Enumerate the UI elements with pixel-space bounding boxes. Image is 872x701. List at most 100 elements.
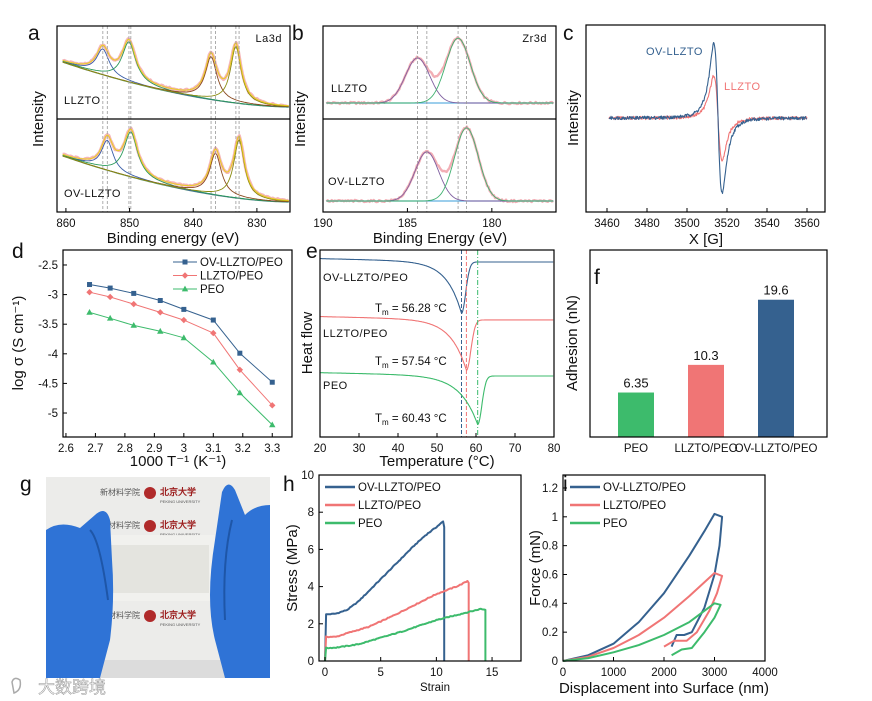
panel-c-frame (585, 24, 826, 213)
panel-d-xtick-label: 2.9 (146, 443, 162, 455)
data-point (157, 309, 164, 316)
x-axis-title: Binding Energy (eV) (373, 230, 507, 247)
x-axis-title: 1000 T⁻¹ (K⁻¹) (130, 453, 226, 470)
bar-PEO (618, 392, 654, 437)
panel-i-xtick-label: 3000 (702, 667, 728, 679)
panel-i-ytick-label: 0.6 (542, 569, 558, 581)
xps-data-OV-LLZTO (325, 125, 554, 204)
dsc-curve-LLZTO/PEO (320, 316, 554, 371)
melting-temperature-label: Tm = 57.54 °C (375, 356, 447, 370)
sample-label: LLZTO (64, 95, 101, 107)
panel-e-xtick-label: 30 (353, 443, 366, 455)
panel-letter-a: a (28, 22, 40, 45)
data-point (210, 317, 216, 323)
x-axis-title: Binding energy (eV) (107, 230, 240, 247)
sample-label: LLZTO (331, 83, 368, 95)
data-point (130, 321, 137, 328)
x-axis-title: X [G] (689, 231, 723, 248)
xps-envelope-OV-LLZTO (62, 128, 289, 201)
tm-subscript: m (382, 418, 389, 427)
panel-e-xtick-label: 20 (314, 443, 327, 455)
tm-symbol: T (375, 303, 382, 315)
panel-d-xtick-label: 2.6 (58, 443, 74, 455)
xps-peak-fit-LLZTO (326, 57, 554, 104)
panel-c-xtick-label: 3500 (674, 218, 700, 230)
photo-university-name: 北京大学 (160, 486, 196, 497)
panel-d-xtick-label: 2.7 (87, 443, 103, 455)
panel-e-xtick-label: 60 (470, 443, 483, 455)
legend-label: PEO (603, 518, 627, 530)
data-point (157, 298, 163, 304)
data-point (86, 308, 93, 315)
legend-marker (181, 272, 189, 279)
melting-temperature-label: Tm = 60.43 °C (375, 413, 447, 427)
tm-subscript: m (382, 361, 389, 370)
bar-value-label: 19.6 (763, 283, 788, 298)
sample-label: OV-LLZTO (64, 188, 121, 200)
photo-university-english: PEKING UNIVERSITY (160, 532, 201, 537)
bar-value-label: 6.35 (623, 376, 648, 391)
university-seal (144, 610, 156, 622)
panel-i-xtick-label: 2000 (651, 667, 677, 679)
panel-h-ytick-label: 10 (301, 470, 314, 482)
panel-c-xtick-label: 3520 (714, 218, 740, 230)
left-glove (46, 511, 114, 678)
panel-e-xtick-label: 70 (509, 443, 522, 455)
right-glove (210, 484, 270, 678)
panel-h-ytick-label: 4 (308, 582, 315, 594)
panel-f-frame (589, 249, 828, 438)
spectrum-title: La3d (256, 33, 282, 45)
y-axis-title: Force (mN) (527, 530, 544, 606)
panel-d-ytick-label: -3 (48, 290, 58, 302)
legend-label: OV-LLZTO/PEO (200, 257, 283, 269)
data-point (157, 327, 164, 334)
panel-c-xtick-label: 3460 (594, 218, 620, 230)
panel-h-ytick-label: 8 (308, 507, 314, 519)
x-axis-title: Strain (420, 682, 450, 694)
panel-letter-e: e (306, 240, 318, 263)
glove-shading (89, 529, 109, 601)
data-point (181, 306, 187, 312)
panel-h-ytick-label: 6 (308, 544, 314, 556)
data-point (269, 379, 275, 385)
legend-label: LLZTO/PEO (358, 500, 421, 512)
tm-symbol: T (375, 413, 382, 425)
panel-i-xtick-label: 4000 (752, 667, 778, 679)
panel-e-xtick-label: 80 (548, 443, 561, 455)
panel-letter-c: c (563, 22, 574, 45)
panel-a-xtick-label: 840 (184, 218, 203, 230)
epr-label-ov-llzto: OV-LLZTO (646, 46, 703, 58)
panel-d-ytick-label: -4 (48, 349, 59, 361)
category-label: PEO (624, 443, 648, 455)
legend-label: PEO (200, 284, 224, 296)
y-axis-title: Heat flow (299, 312, 316, 375)
spectrum-title: Zr3d (522, 33, 547, 45)
legend-label: LLZTO/PEO (200, 271, 263, 283)
data-point (131, 290, 137, 296)
panel-i-xtick-label: 1000 (601, 667, 627, 679)
data-point (210, 358, 217, 365)
xps-envelope-LLZTO (62, 38, 289, 107)
panel-h-ytick-label: 2 (308, 619, 314, 631)
legend-marker (182, 259, 188, 265)
legend-marker (181, 285, 189, 292)
data-point (180, 334, 188, 341)
category-label: LLZTO/PEO (674, 443, 737, 455)
panel-i-ytick-label: 1.2 (542, 483, 558, 495)
panel-b-xtick-label: 190 (313, 218, 332, 230)
panel-a-frame (56, 25, 291, 213)
data-point (269, 402, 276, 409)
photo-university-name: 北京大学 (160, 609, 196, 620)
x-axis-title: Temperature (°C) (379, 453, 494, 470)
panel-h-xtick-label: 10 (430, 667, 443, 679)
conductivity-line-PEO (89, 311, 273, 426)
panel-a-xtick-label: 830 (247, 218, 266, 230)
data-point (237, 350, 243, 356)
panel-d-ytick-label: -2.5 (38, 260, 58, 272)
panel-d-ytick-label: -3.5 (38, 319, 58, 331)
panel-d-frame (62, 249, 293, 438)
photo-school-text: 新材料学院 (100, 520, 140, 530)
load-displacement-curve-PEO (562, 602, 722, 662)
panel-i-xtick-label: 0 (560, 667, 566, 679)
glove-shading (223, 519, 233, 621)
